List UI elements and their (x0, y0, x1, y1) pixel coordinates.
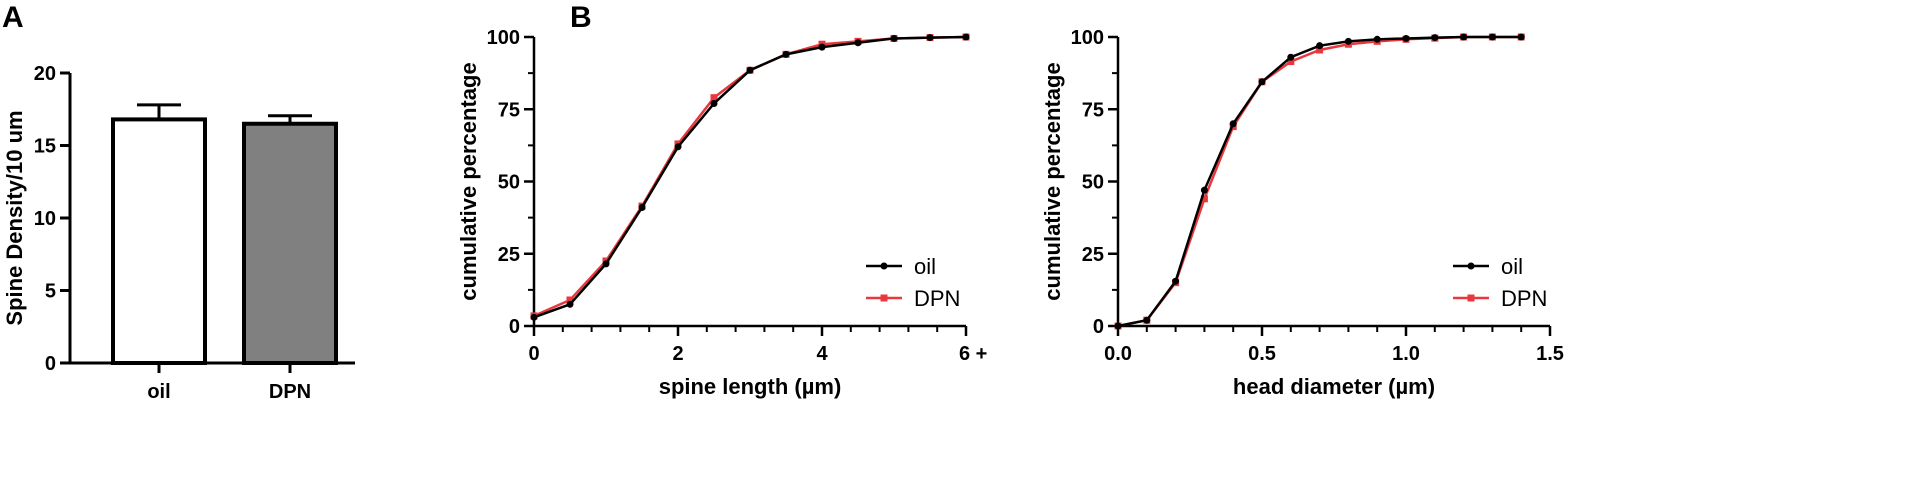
series-line-dpn (533, 35, 967, 318)
bar-dpn (242, 121, 338, 365)
y-tick-label: 10 (34, 208, 56, 230)
y-axis-label: cumulative percentage (1040, 62, 1065, 300)
data-point-oil (926, 34, 934, 42)
x-tick-label: oil (147, 381, 170, 403)
data-point-oil (1172, 277, 1180, 285)
data-point-oil (818, 43, 826, 51)
data-point-oil (890, 34, 898, 42)
data-point-oil (1517, 33, 1525, 41)
legend-label-oil: oil (1501, 254, 1523, 279)
x-tick-label: 4 (816, 343, 828, 365)
x-tick-label: 1.0 (1392, 343, 1420, 365)
panel-letter-b: B (570, 1, 592, 34)
data-point-oil (1229, 120, 1237, 128)
x-tick-label: 6 + (959, 343, 987, 365)
data-point-oil (1488, 33, 1496, 41)
data-point-oil (1431, 34, 1439, 42)
y-tick-label: 100 (1071, 27, 1104, 49)
y-tick-label: 20 (34, 63, 56, 85)
y-tick-label: 0 (509, 316, 520, 338)
y-tick-label: 25 (498, 244, 520, 266)
panel-letter-a: A (2, 1, 24, 34)
data-point-oil (1287, 53, 1295, 61)
data-point-oil (1344, 37, 1352, 45)
data-point-oil (602, 260, 610, 268)
legend-marker-oil (1467, 262, 1475, 270)
data-point-oil (746, 66, 754, 74)
x-axis-label: head diameter (µm) (1233, 374, 1435, 399)
bar-chart-spine-density: 0 5 10 15 20 Spine Density/10 um oil DPN (2, 63, 355, 403)
data-point-oil (782, 50, 790, 58)
line-chart-spine-length: 0 25 50 75 100 0 2 4 6 + spine length (µm) cumulat… (456, 27, 987, 399)
legend-marker-dpn (880, 294, 888, 302)
x-tick-label: DPN (269, 381, 311, 403)
y-tick-label: 75 (1082, 99, 1104, 121)
x-axis-label: spine length (µm) (659, 374, 842, 399)
x-tick-label: 2 (672, 343, 683, 365)
data-point-oil (854, 39, 862, 47)
legend-label-oil: oil (914, 254, 936, 279)
data-point-oil (710, 99, 718, 107)
y-tick-label: 75 (498, 99, 520, 121)
data-point-oil (1402, 34, 1410, 42)
data-point-oil (530, 313, 538, 321)
legend-label-dpn: DPN (1501, 286, 1547, 311)
x-tick-label: 1.5 (1536, 343, 1564, 365)
data-point-dpn (1316, 46, 1324, 54)
data-point-oil (1258, 78, 1266, 86)
x-tick-label: 0 (528, 343, 539, 365)
legend-marker-dpn (1467, 294, 1475, 302)
data-point-dpn (1287, 58, 1295, 66)
bar-oil (111, 117, 207, 366)
data-point-dpn (1200, 195, 1208, 203)
series-line-oil (533, 35, 967, 319)
y-tick-label: 50 (498, 172, 520, 194)
data-point-oil (962, 33, 970, 41)
x-tick-label: 0.5 (1248, 343, 1276, 365)
y-tick-label: 50 (1082, 172, 1104, 194)
data-point-oil (1200, 186, 1208, 194)
y-axis-label: cumulative percentage (456, 62, 481, 300)
data-point-oil (638, 204, 646, 212)
y-tick-label: 5 (45, 281, 56, 303)
data-point-oil (1114, 322, 1122, 330)
y-axis-label: Spine Density/10 um (2, 110, 27, 325)
data-point-oil (674, 143, 682, 151)
data-point-oil (1316, 42, 1324, 50)
y-tick-label: 15 (34, 136, 56, 158)
y-tick-label: 0 (1093, 316, 1104, 338)
y-tick-label: 100 (487, 27, 520, 49)
y-tick-label: 0 (45, 353, 56, 375)
data-point-oil (1143, 316, 1151, 324)
y-tick-label: 25 (1082, 244, 1104, 266)
data-point-oil (1373, 35, 1381, 43)
line-chart-head-diameter: 0 25 50 75 100 0.0 0.5 1.0 1.5 head diameter (µm)… (1040, 27, 1564, 399)
data-point-dpn (710, 94, 718, 102)
legend-label-dpn: DPN (914, 286, 960, 311)
data-point-oil (566, 300, 574, 308)
legend-marker-oil (880, 262, 888, 270)
data-point-dpn (566, 296, 574, 304)
x-tick-label: 0.0 (1104, 343, 1132, 365)
data-point-oil (1460, 33, 1468, 41)
